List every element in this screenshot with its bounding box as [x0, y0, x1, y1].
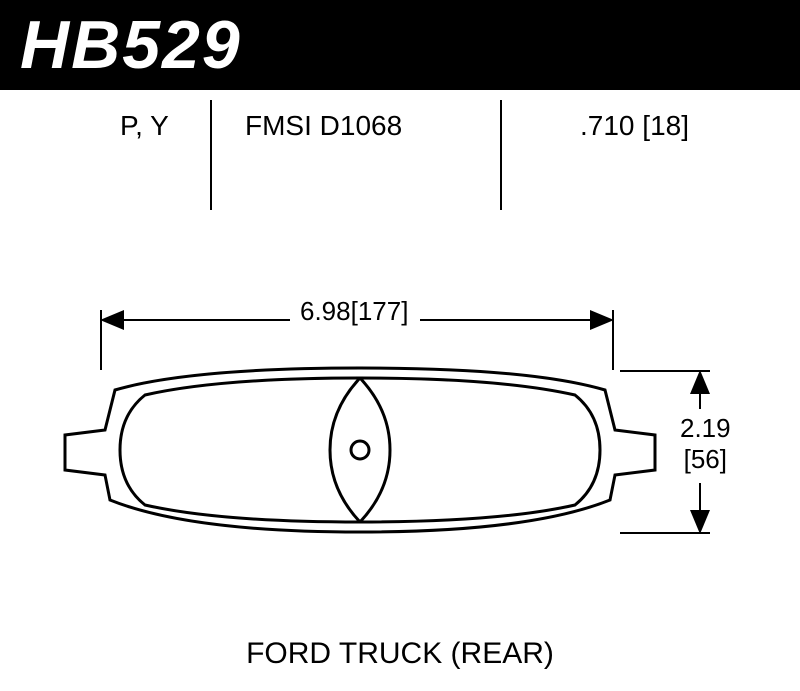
height-in: 2.19 [680, 413, 731, 443]
width-arrow-left [100, 310, 124, 330]
width-mm: 177 [358, 296, 401, 326]
thickness-mm: 18 [650, 110, 681, 141]
height-dimension-label: 2.19[56] [680, 413, 731, 475]
part-number: HB529 [20, 6, 242, 84]
thickness-label: .710 [18] [580, 110, 689, 142]
thickness-in: .710 [580, 110, 635, 141]
width-in: 6.98 [300, 296, 351, 326]
compounds-label: P, Y [120, 110, 169, 142]
height-mm: 56 [691, 444, 720, 474]
width-dim-line-left [115, 319, 290, 321]
fmsi-label: FMSI D1068 [245, 110, 402, 142]
brake-pad-diagram [60, 360, 660, 550]
height-arrow-down [690, 510, 710, 534]
footer-vehicle-label: FORD TRUCK (REAR) [0, 637, 800, 671]
height-arrow-up [690, 370, 710, 394]
width-dimension-label: 6.98[177] [300, 296, 408, 327]
width-dim-line-right [420, 319, 600, 321]
width-arrow-right [590, 310, 614, 330]
separator-2 [500, 100, 502, 210]
separator-1 [210, 100, 212, 210]
